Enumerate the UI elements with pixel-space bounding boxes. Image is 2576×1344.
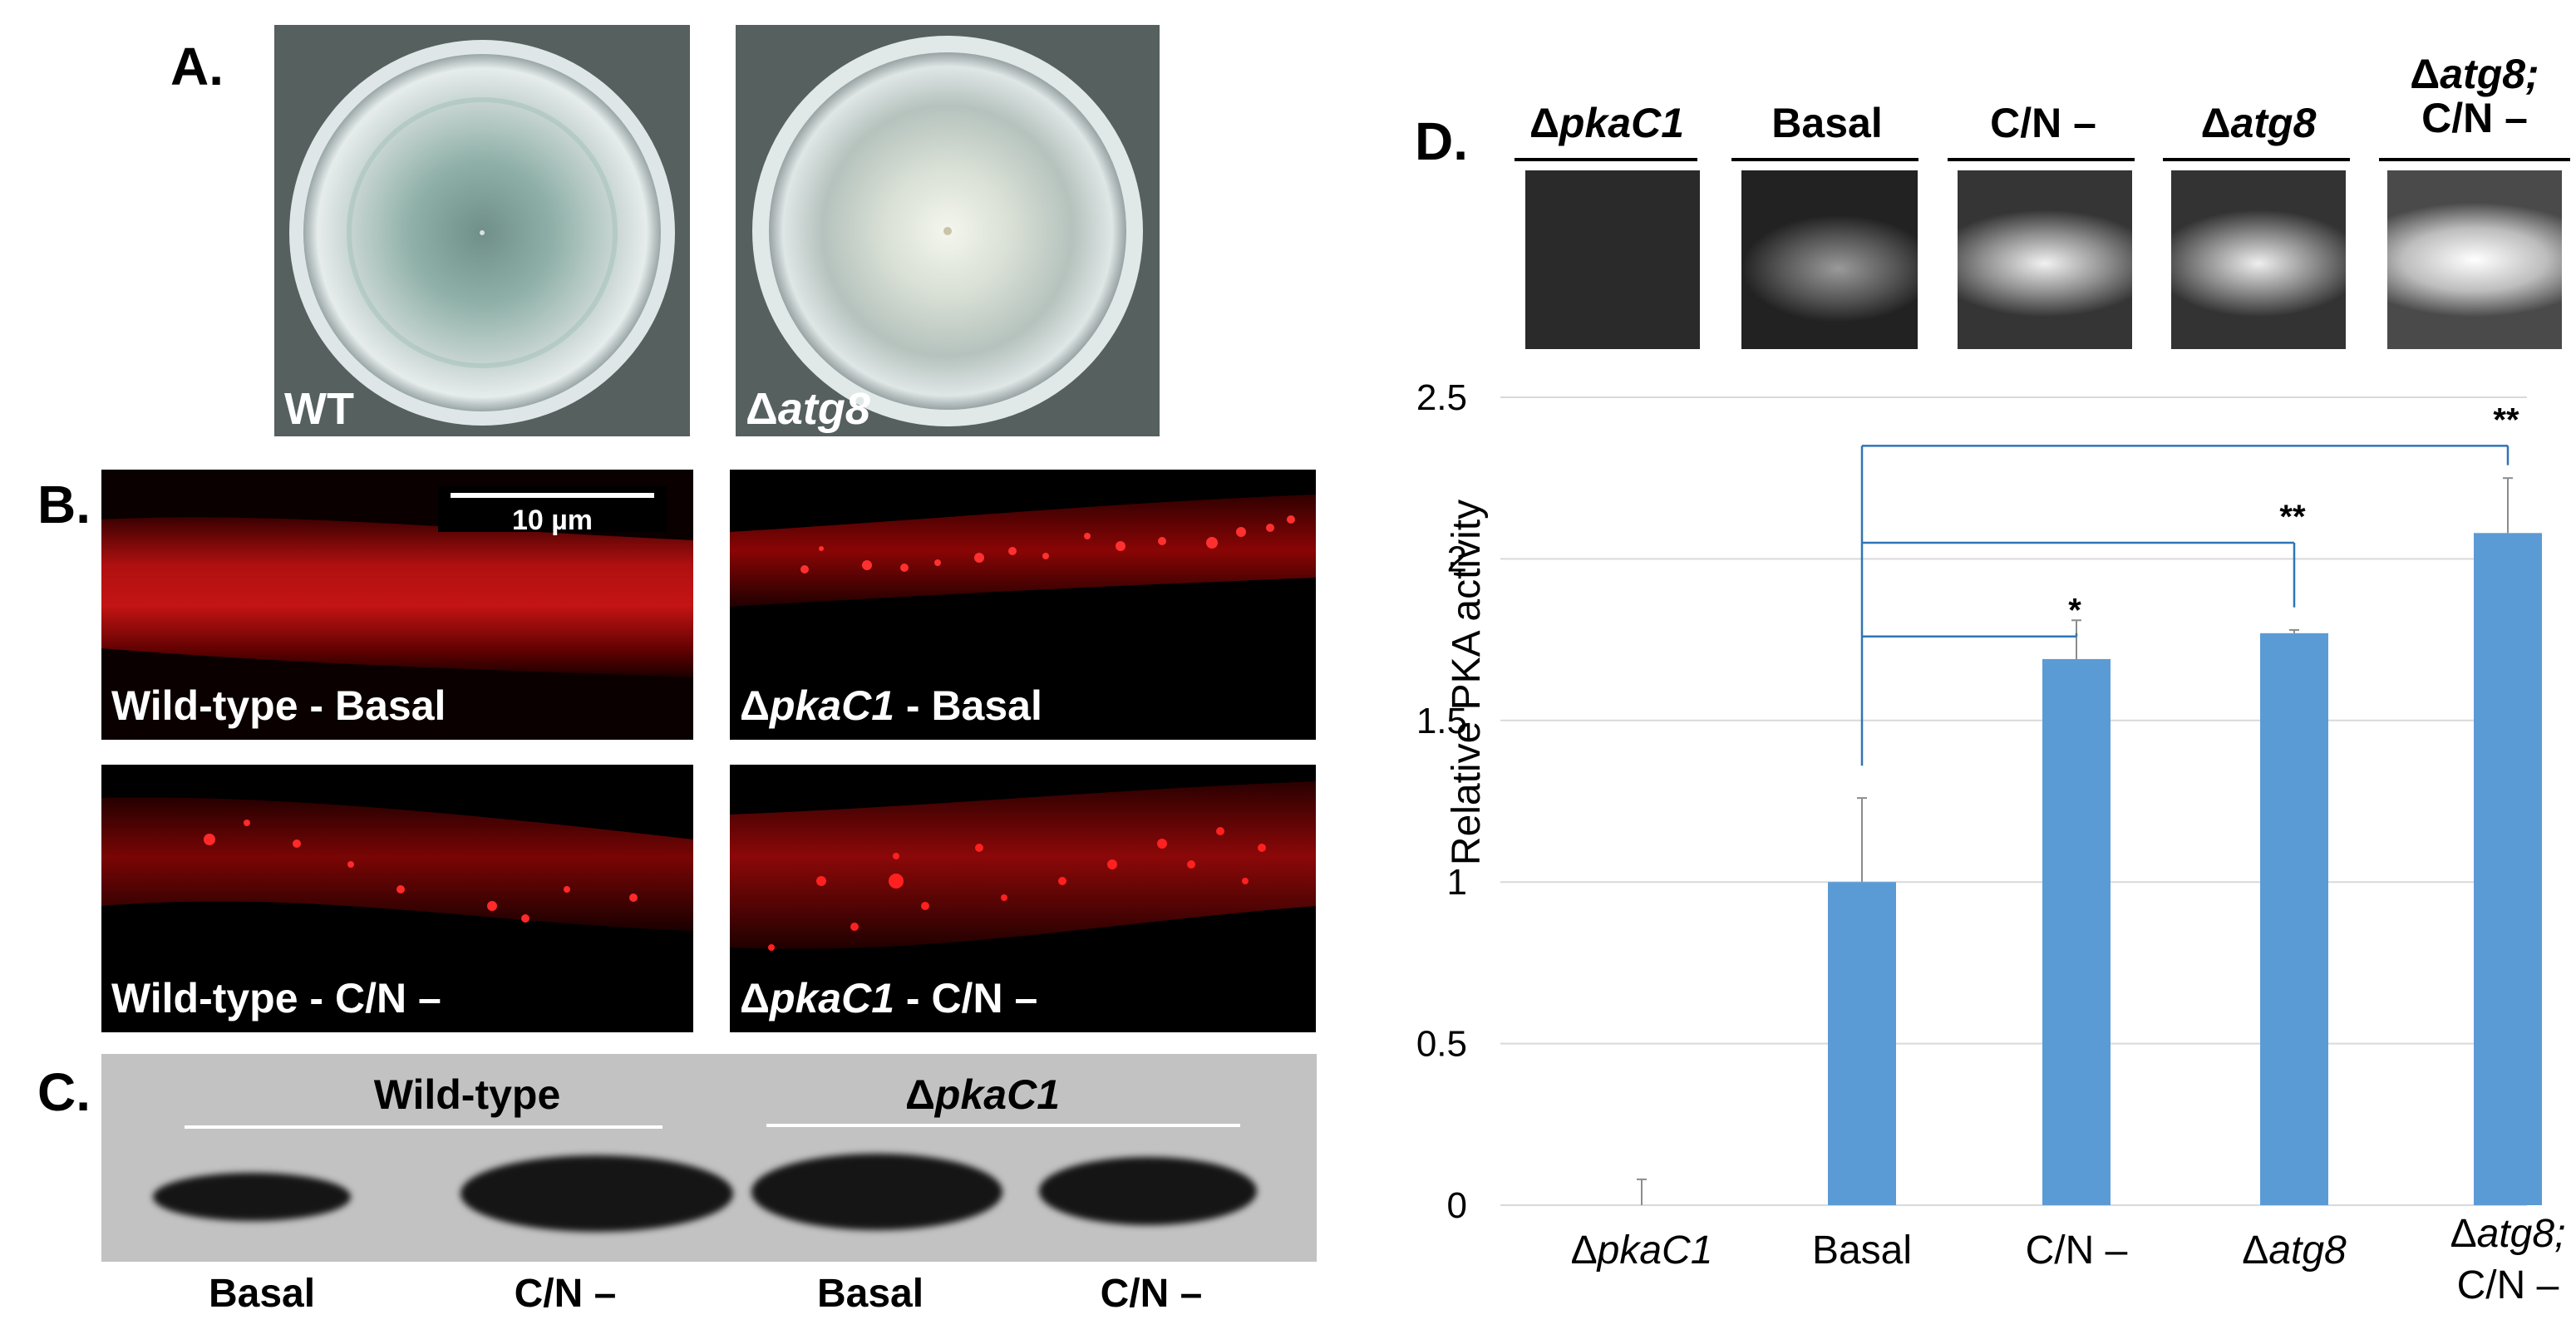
y-axis-label: Relative PKA activity	[1445, 499, 1489, 866]
gel-strip-cn	[1958, 170, 2132, 349]
plate-atg8-label: Δatg8	[746, 384, 870, 434]
x-category-label-line2: C/N –	[2457, 1263, 2559, 1307]
fluo-wt-basal-image: 10 µm Wild-type - Basal	[101, 470, 693, 740]
y-tick-label: 0	[1447, 1185, 1467, 1226]
x-category-label: Δatg8	[2242, 1228, 2347, 1273]
significance-label: **	[2493, 401, 2519, 438]
blot-band-2	[461, 1155, 733, 1232]
fluo-pkac1-cn-label: ΔpkaC1 - C/N –	[740, 975, 1038, 1022]
bar	[1828, 882, 1896, 1205]
bar	[2042, 658, 2111, 1205]
western-blot-image: Wild-type ΔpkaC1	[101, 1054, 1317, 1262]
strip-line-2	[1731, 158, 1918, 161]
blot-band-3	[751, 1154, 1002, 1230]
blot-group-wt-line	[185, 1125, 662, 1129]
bar	[2260, 633, 2328, 1205]
strip-line-5	[2379, 158, 2570, 161]
fluo-pkac1-cn-image: ΔpkaC1 - C/N –	[730, 765, 1316, 1032]
strip-label-atg8: Δatg8	[2200, 100, 2317, 146]
panel-c-letter: C.	[37, 1062, 91, 1122]
panel-b-letter: B.	[37, 475, 91, 534]
blot-lane-label-3: Basal	[816, 1272, 924, 1316]
x-category-label: ΔpkaC1	[1571, 1228, 1713, 1273]
strip-line-3	[1948, 158, 2135, 161]
panel-a-letter: A.	[170, 37, 224, 96]
blot-group-wt-label: Wild-type	[373, 1071, 561, 1118]
x-category-label: Basal	[1812, 1228, 1912, 1273]
x-category-label: Δatg8;	[2450, 1212, 2566, 1256]
blot-lane-label-2: C/N –	[514, 1272, 617, 1316]
gel-strip-atg8-cn	[2387, 170, 2562, 349]
gel-strip-basal	[1741, 170, 1918, 349]
pka-activity-bar-chart: 00.511.522.5*****ΔpkaC1 Basal C/N – Δatg8 Δa…	[1416, 377, 2566, 1307]
fluo-pkac1-basal-image: ΔpkaC1 - Basal	[730, 470, 1316, 740]
plate-wt-label: WT	[284, 384, 354, 434]
significance-label: **	[2279, 499, 2306, 535]
blot-band-1	[153, 1173, 351, 1221]
strip-label-cn: C/N –	[1990, 100, 2096, 146]
strip-label-pkac1: ΔpkaC1	[1529, 100, 1684, 146]
blot-lane-label-4: C/N –	[1100, 1272, 1203, 1316]
plate-atg8-image: Δatg8	[736, 25, 1160, 436]
strip-label-atg8-cn: Δatg8; C/N –	[2410, 51, 2539, 141]
y-tick-label: 1	[1447, 862, 1467, 903]
gel-strip-atg8	[2171, 170, 2346, 349]
y-tick-label: 2.5	[1416, 377, 1467, 418]
panel-d-letter: D.	[1415, 111, 1468, 171]
significance-label: *	[2068, 593, 2081, 629]
y-tick-label: 0.5	[1416, 1024, 1467, 1065]
y-tick-label: 1.5	[1416, 701, 1467, 741]
strip-line-4	[2163, 158, 2350, 161]
fluo-wt-cn-label: Wild-type - C/N –	[111, 975, 441, 1022]
y-tick-label: 2	[1447, 539, 1467, 579]
plate-wt-image: WT	[274, 25, 690, 436]
strip-line-1	[1515, 158, 1697, 161]
fluo-wt-cn-image: Wild-type - C/N –	[101, 765, 693, 1032]
blot-band-4	[1039, 1157, 1257, 1225]
fluo-pkac1-basal-label: ΔpkaC1 - Basal	[740, 682, 1042, 729]
scale-bar-label: 10 µm	[511, 505, 594, 536]
blot-lane-label-1: Basal	[208, 1272, 316, 1316]
strip-label-basal: Basal	[1771, 100, 1883, 146]
bar	[2474, 533, 2542, 1205]
x-category-label: C/N –	[2026, 1228, 2128, 1273]
blot-group-pkac1-label: ΔpkaC1	[904, 1071, 1060, 1118]
fluo-wt-basal-label: Wild-type - Basal	[111, 682, 446, 729]
gel-strip-pkac1	[1525, 170, 1700, 349]
blot-group-pkac1-line	[766, 1124, 1240, 1127]
